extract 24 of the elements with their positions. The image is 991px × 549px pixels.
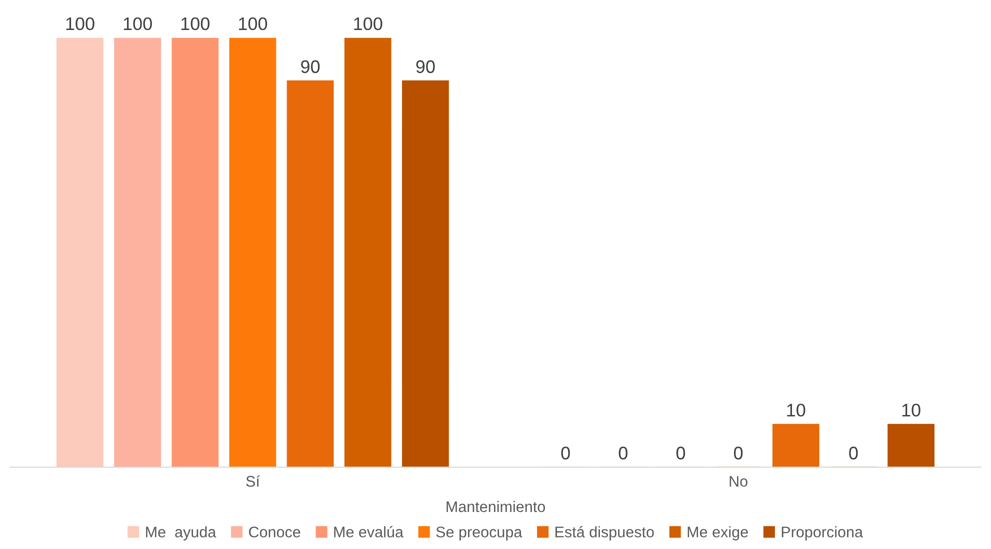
data-label: 10 [902,404,920,417]
x-tick-label: No [730,476,748,487]
data-label: 90 [301,60,320,74]
data-label: 0 [561,446,570,460]
legend-label: Se preocupa [436,526,522,540]
data-label: 100 [239,17,268,30]
legend-label: Está dispuesto [556,526,654,540]
data-label: 100 [181,17,210,30]
x-tick-label: Sí [246,475,260,487]
data-label: 100 [66,17,94,30]
data-label: 0 [618,446,628,460]
legend-label: Proporciona [782,526,863,540]
legend-label: Me exige [688,526,748,540]
data-label: 100 [354,17,382,30]
data-label: 10 [787,404,806,417]
legend-label: Conoce [249,526,300,538]
legend-label: Me ayuda [146,526,216,540]
data-label: 100 [124,17,152,30]
data-label: 0 [734,446,743,460]
data-label: 0 [849,446,858,460]
legend-label: Me evalúa [334,526,404,538]
data-label: 90 [416,60,435,74]
x-axis-title: Mantenimiento [446,500,545,512]
data-label: 0 [676,446,686,460]
